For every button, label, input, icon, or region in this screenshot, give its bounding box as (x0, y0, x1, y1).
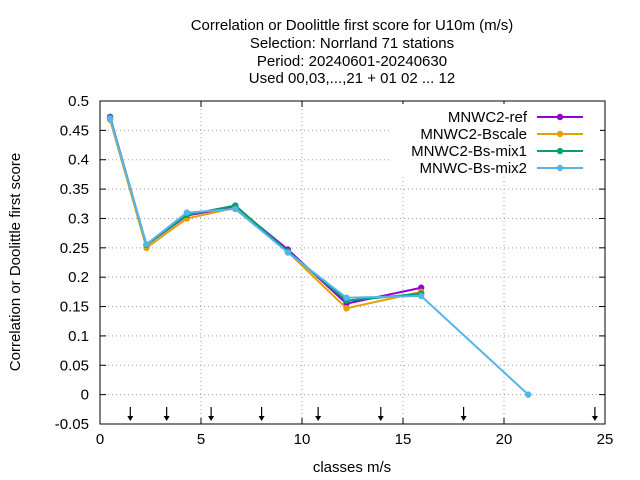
series-line (109, 116, 422, 305)
class-boundary-arrow (208, 407, 215, 421)
x-tick-label: 0 (96, 431, 104, 448)
class-boundary-arrow (163, 407, 170, 421)
legend-label: MNWC-Bs-mix2 (420, 160, 527, 177)
series-0 (106, 113, 425, 307)
legend-marker (556, 164, 564, 172)
data-point (143, 241, 150, 248)
x-tick-label: 15 (395, 431, 412, 448)
x-tick-label: 25 (597, 431, 614, 448)
legend-entry: MNWC2-Bs-mix1 (411, 143, 583, 160)
series-line (109, 118, 529, 396)
chart-title: Correlation or Doolittle first score for… (191, 17, 514, 87)
class-boundary-arrow (315, 407, 322, 421)
y-tick-label: 0.35 (60, 181, 89, 198)
class-boundary-arrow (591, 407, 598, 421)
legend-marker (556, 147, 564, 155)
series-line (109, 117, 422, 302)
y-tick-label: 0.3 (68, 210, 89, 227)
y-tick-label: 0.4 (68, 152, 89, 169)
x-tick-label: 20 (496, 431, 513, 448)
series-2 (106, 114, 425, 304)
y-tick-label: 0 (81, 387, 89, 404)
series-1 (106, 116, 425, 312)
legend-label: MNWC2-Bscale (420, 126, 527, 143)
class-arrows (127, 407, 598, 421)
y-tick-label: -0.05 (55, 416, 89, 433)
y-tick-label: 0.5 (68, 93, 89, 110)
data-point (183, 209, 191, 216)
series-lines (106, 113, 532, 398)
legend: MNWC2-refMNWC2-BscaleMNWC2-Bs-mix1MNWC-B… (390, 104, 600, 177)
legend-entry: MNWC2-ref (448, 109, 583, 126)
x-tick-label: 5 (197, 431, 205, 448)
data-point (284, 249, 292, 256)
legend-label: MNWC2-ref (448, 109, 528, 126)
x-tick-label: 10 (294, 431, 311, 448)
plot-frame (99, 100, 606, 425)
data-point (232, 205, 239, 213)
y-tick-label: 0.1 (68, 328, 89, 345)
chart-title-line-1: Correlation or Doolittle first score for… (191, 17, 514, 34)
legend-marker (556, 130, 564, 138)
y-tick-label: 0.45 (60, 122, 89, 139)
data-point (525, 391, 532, 398)
class-boundary-arrow (127, 407, 134, 421)
data-point (417, 292, 425, 300)
legend-label: MNWC2-Bs-mix1 (411, 143, 527, 160)
chart-title-line-3: Period: 20240601-20240630 (257, 53, 447, 70)
y-tick-label: 0.25 (60, 240, 89, 257)
data-point (343, 305, 350, 312)
y-tick-label: 0.15 (60, 299, 89, 316)
series-3 (106, 115, 532, 398)
y-tick-label: 0.05 (60, 357, 89, 374)
x-axis-title: classes m/s (313, 459, 391, 476)
legend-entry: MNWC2-Bscale (420, 126, 583, 143)
class-boundary-arrow (460, 407, 467, 421)
chart-title-line-2: Selection: Norrland 71 stations (250, 35, 454, 52)
class-boundary-arrow (377, 407, 384, 421)
data-point (106, 115, 114, 122)
chart-title-line-4: Used 00,03,...,21 + 01 02 ... 12 (249, 70, 455, 87)
axis-ticks: 0 5 10 15 20 25 -0.05 0 0.05 0.1 0.15 0.2 0.25 0.3 0.3… (55, 93, 614, 448)
y-tick-label: 0.2 (68, 269, 89, 286)
class-boundary-arrow (258, 407, 265, 421)
series-line (109, 119, 422, 310)
data-point (343, 294, 350, 301)
legend-marker (556, 113, 564, 121)
y-axis-title: Correlation or Doolittle first score (7, 153, 24, 371)
legend-entry: MNWC-Bs-mix2 (420, 160, 583, 177)
